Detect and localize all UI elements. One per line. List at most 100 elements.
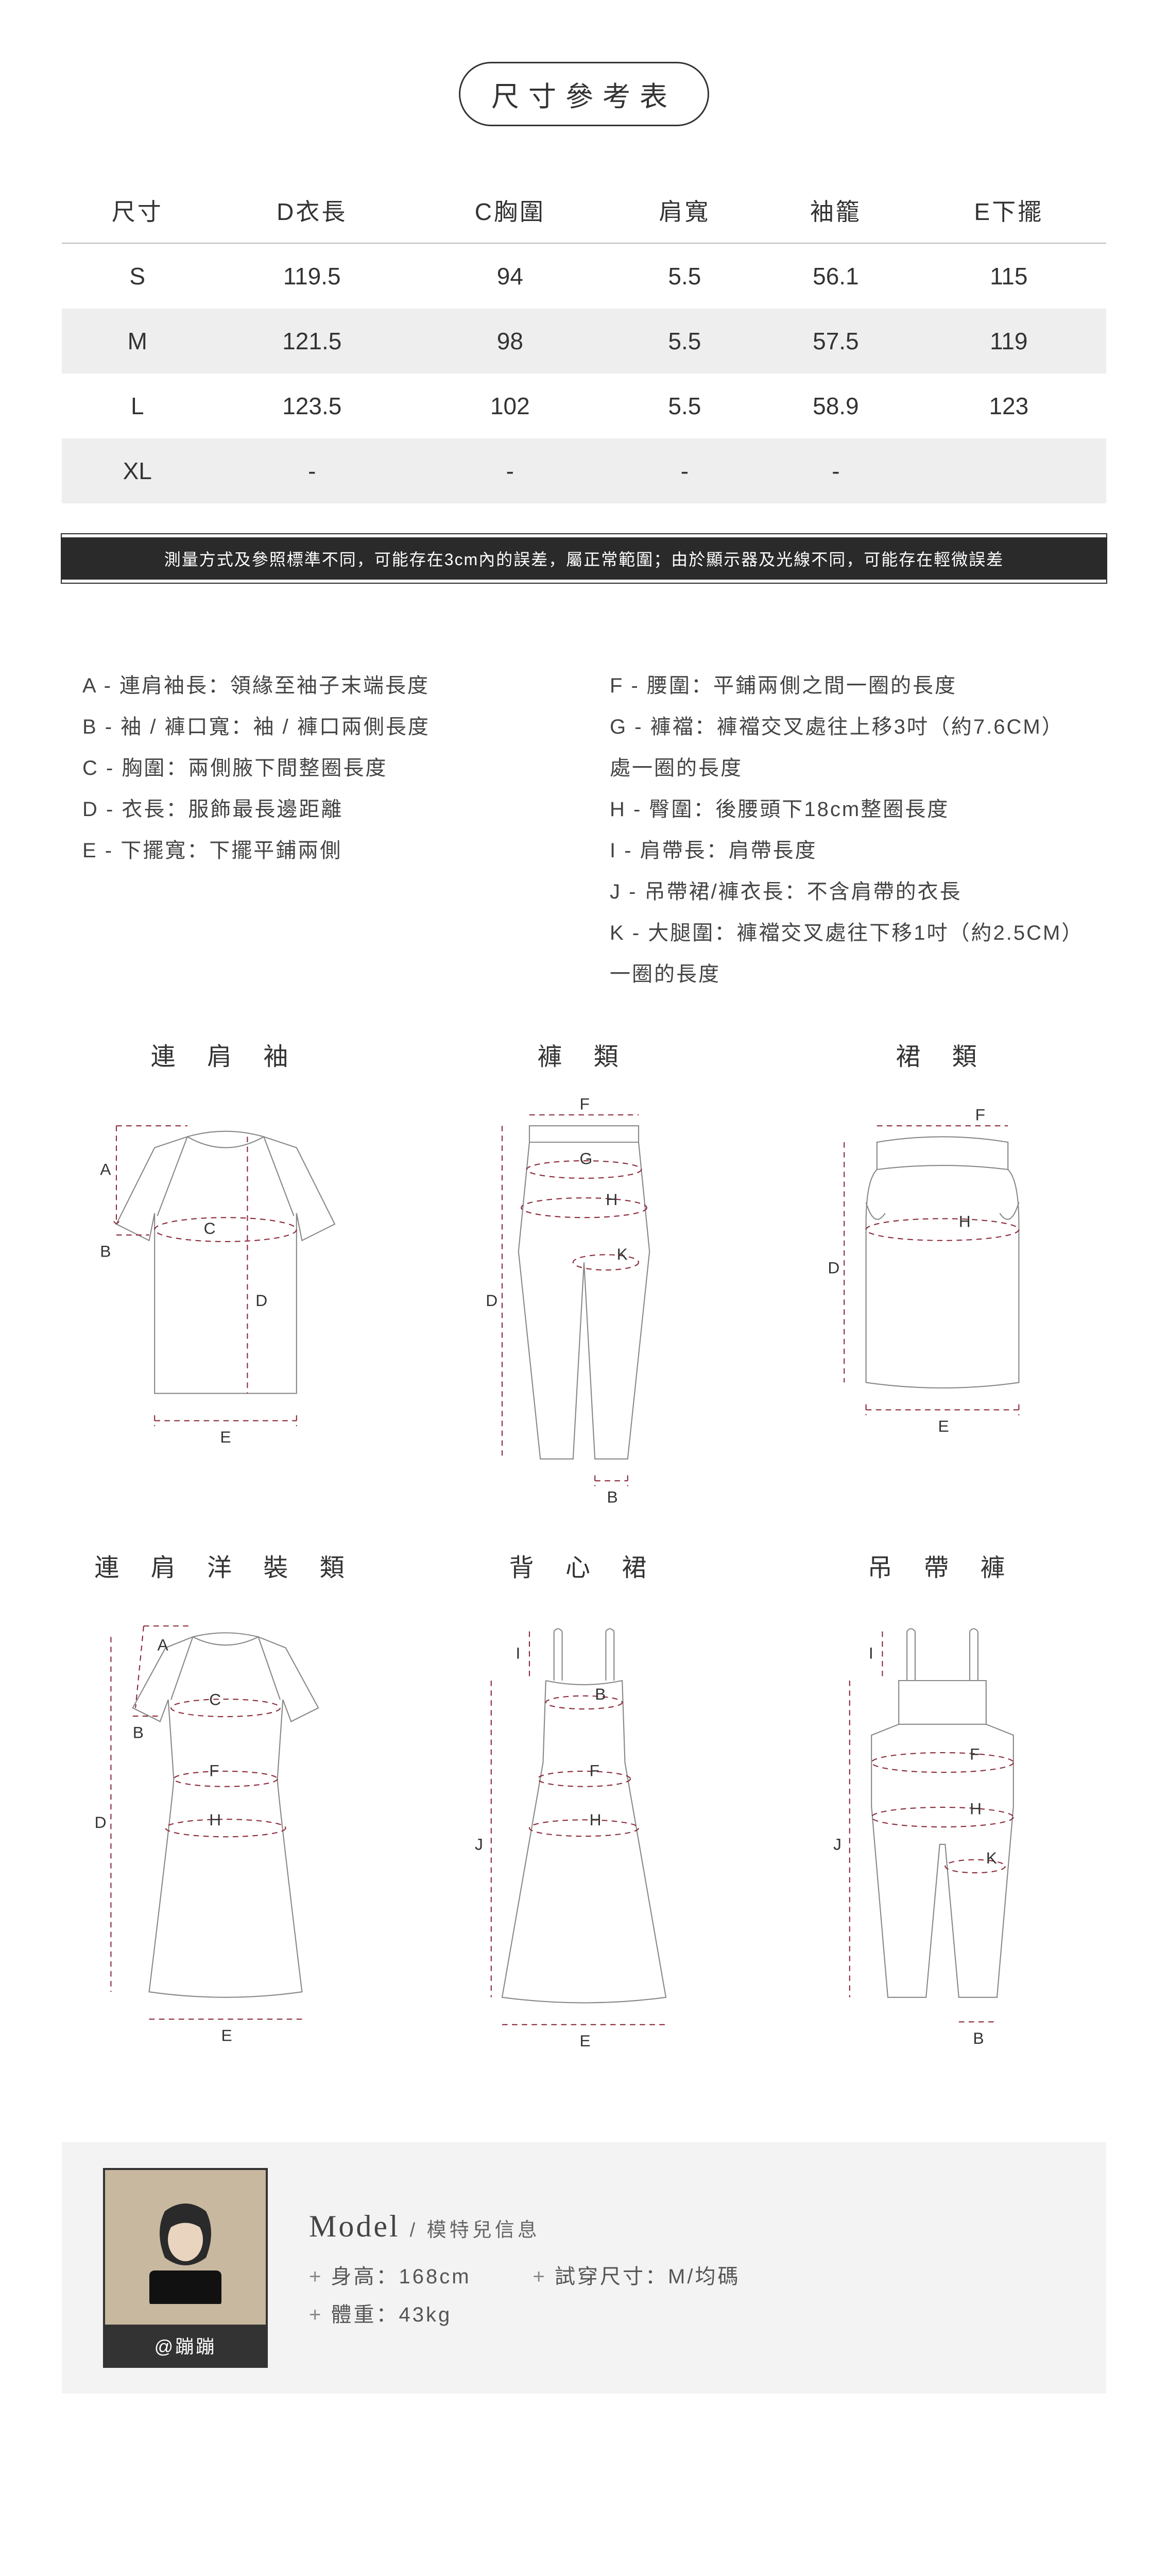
cell: 57.5 — [760, 309, 912, 374]
cell: 94 — [411, 243, 609, 309]
label-d: D — [255, 1291, 267, 1310]
cell: 123.5 — [213, 374, 411, 438]
label-k: K — [986, 1849, 997, 1867]
legend-item: B - 袖 / 褲口寬：袖 / 褲口兩側長度 — [82, 706, 558, 748]
cell: - — [213, 438, 411, 503]
diagram-title: 連 肩 袖 — [62, 1036, 389, 1072]
label-g: G — [580, 1149, 593, 1167]
cell: 5.5 — [609, 309, 761, 374]
label-b: B — [100, 1242, 111, 1261]
label-i: I — [869, 1643, 873, 1662]
legend-item: C - 胸圍：兩側腋下間整圈長度 — [82, 748, 558, 789]
col-armhole: 袖籠 — [760, 178, 912, 243]
label-d: D — [486, 1291, 497, 1310]
label-c: C — [204, 1219, 216, 1238]
label-b: B — [133, 1723, 144, 1741]
diagram-pants: 褲 類 F G H K D B — [420, 1036, 748, 1516]
cell: - — [411, 438, 609, 503]
label-b: B — [595, 1685, 606, 1703]
diagram-title: 連 肩 洋 裝 類 — [62, 1547, 389, 1583]
table-row: XL - - - - — [62, 438, 1106, 503]
model-avatar-icon — [105, 2170, 266, 2325]
table-row: L 123.5 102 5.5 58.9 123 — [62, 374, 1106, 438]
model-heading-main: Model — [309, 2209, 400, 2243]
label-e: E — [580, 2031, 591, 2050]
cell: - — [609, 438, 761, 503]
label-c: C — [209, 1690, 221, 1708]
col-size: 尺寸 — [62, 178, 213, 243]
label-f: F — [209, 1761, 219, 1780]
model-size: 試穿尺寸：M/均碼 — [533, 2260, 741, 2290]
label-h: H — [959, 1212, 971, 1230]
cell: L — [62, 374, 213, 438]
cami-dress-icon: I B F H J E — [420, 1599, 748, 2057]
col-hem: E下擺 — [912, 178, 1106, 243]
diagram-grid: 連 肩 袖 A B C D E 褲 類 F G — [62, 1036, 1106, 2060]
cell: 102 — [411, 374, 609, 438]
label-a: A — [100, 1160, 111, 1179]
label-e: E — [221, 2026, 232, 2044]
label-f: F — [580, 1094, 590, 1113]
legend-item: I - 肩帶長：肩帶長度 — [610, 830, 1086, 871]
legend-item: E - 下擺寬：下擺平鋪兩側 — [82, 830, 558, 871]
cell: 56.1 — [760, 243, 912, 309]
col-length: D衣長 — [213, 178, 411, 243]
model-name: @蹦蹦 — [105, 2325, 266, 2366]
measurement-legend: A - 連肩袖長：領緣至袖子末端長度 B - 袖 / 褲口寬：袖 / 褲口兩側長… — [82, 665, 1086, 995]
label-h: H — [209, 1810, 221, 1829]
legend-right: F - 腰圍：平鋪兩側之間一圈的長度 G - 褲襠：褲襠交叉處往上移3吋（約7.… — [610, 665, 1086, 995]
label-f: F — [975, 1106, 985, 1124]
label-b: B — [973, 2029, 984, 2047]
label-f: F — [590, 1761, 599, 1780]
legend-item: F - 腰圍：平鋪兩側之間一圈的長度 — [610, 665, 1086, 706]
table-row: M 121.5 98 5.5 57.5 119 — [62, 309, 1106, 374]
model-heading: Model / 模特兒信息 — [309, 2209, 1065, 2244]
cell: 121.5 — [213, 309, 411, 374]
dress-icon: A B C F H D E — [62, 1599, 389, 2046]
label-j: J — [833, 1835, 841, 1853]
label-d: D — [828, 1258, 839, 1277]
label-i: I — [516, 1643, 521, 1662]
diagram-overalls: 吊 帶 褲 I F H K J B — [779, 1547, 1106, 2060]
model-weight: 體重：43kg — [309, 2298, 471, 2328]
model-info: Model / 模特兒信息 身高：168cm 試穿尺寸：M/均碼 體重：43kg — [309, 2209, 1065, 2328]
cell: XL — [62, 438, 213, 503]
size-table: 尺寸 D衣長 C胸圍 肩寬 袖籠 E下擺 S 119.5 94 5.5 56.1… — [62, 178, 1106, 503]
legend-item: J - 吊帶裙/褲衣長：不含肩帶的衣長 — [610, 871, 1086, 912]
label-h: H — [970, 1799, 982, 1818]
table-header-row: 尺寸 D衣長 C胸圍 肩寬 袖籠 E下擺 — [62, 178, 1106, 243]
label-k: K — [617, 1245, 628, 1263]
legend-item: A - 連肩袖長：領緣至袖子末端長度 — [82, 665, 558, 706]
legend-item: H - 臀圍：後腰頭下18cm整圈長度 — [610, 789, 1086, 830]
cell: 58.9 — [760, 374, 912, 438]
label-e: E — [938, 1417, 949, 1435]
cell: S — [62, 243, 213, 309]
cell — [912, 438, 1106, 503]
col-shoulder: 肩寬 — [609, 178, 761, 243]
cell: 119.5 — [213, 243, 411, 309]
cell: 98 — [411, 309, 609, 374]
diagram-title: 吊 帶 褲 — [779, 1547, 1106, 1583]
label-j: J — [475, 1835, 483, 1853]
diagram-title: 褲 類 — [420, 1036, 748, 1072]
cell: 119 — [912, 309, 1106, 374]
model-info-section: @蹦蹦 Model / 模特兒信息 身高：168cm 試穿尺寸：M/均碼 體重：… — [62, 2142, 1106, 2394]
cell: 5.5 — [609, 243, 761, 309]
diagram-raglan-top: 連 肩 袖 A B C D E — [62, 1036, 389, 1516]
label-e: E — [220, 1428, 231, 1446]
diagram-skirt: 裙 類 F H D E — [779, 1036, 1106, 1516]
legend-left: A - 連肩袖長：領緣至袖子末端長度 B - 袖 / 褲口寬：袖 / 褲口兩側長… — [82, 665, 558, 995]
model-heading-sub: / 模特兒信息 — [410, 2219, 540, 2241]
legend-item: G - 褲襠：褲襠交叉處往上移3吋（約7.6CM）處一圈的長度 — [610, 706, 1086, 789]
label-h: H — [606, 1190, 617, 1209]
label-h: H — [590, 1810, 602, 1829]
measurement-note: 測量方式及參照標準不同，可能存在3cm內的誤差，屬正常範圍；由於顯示器及光線不同… — [62, 534, 1106, 583]
cell: - — [760, 438, 912, 503]
cell: 123 — [912, 374, 1106, 438]
diagram-title: 背 心 裙 — [420, 1547, 748, 1583]
legend-item: D - 衣長：服飾最長邊距離 — [82, 789, 558, 830]
diagram-cami-dress: 背 心 裙 I B F H J E — [420, 1547, 748, 2060]
diagram-raglan-dress: 連 肩 洋 裝 類 A B C F H D E — [62, 1547, 389, 2060]
label-a: A — [158, 1635, 169, 1654]
table-row: S 119.5 94 5.5 56.1 115 — [62, 243, 1106, 309]
